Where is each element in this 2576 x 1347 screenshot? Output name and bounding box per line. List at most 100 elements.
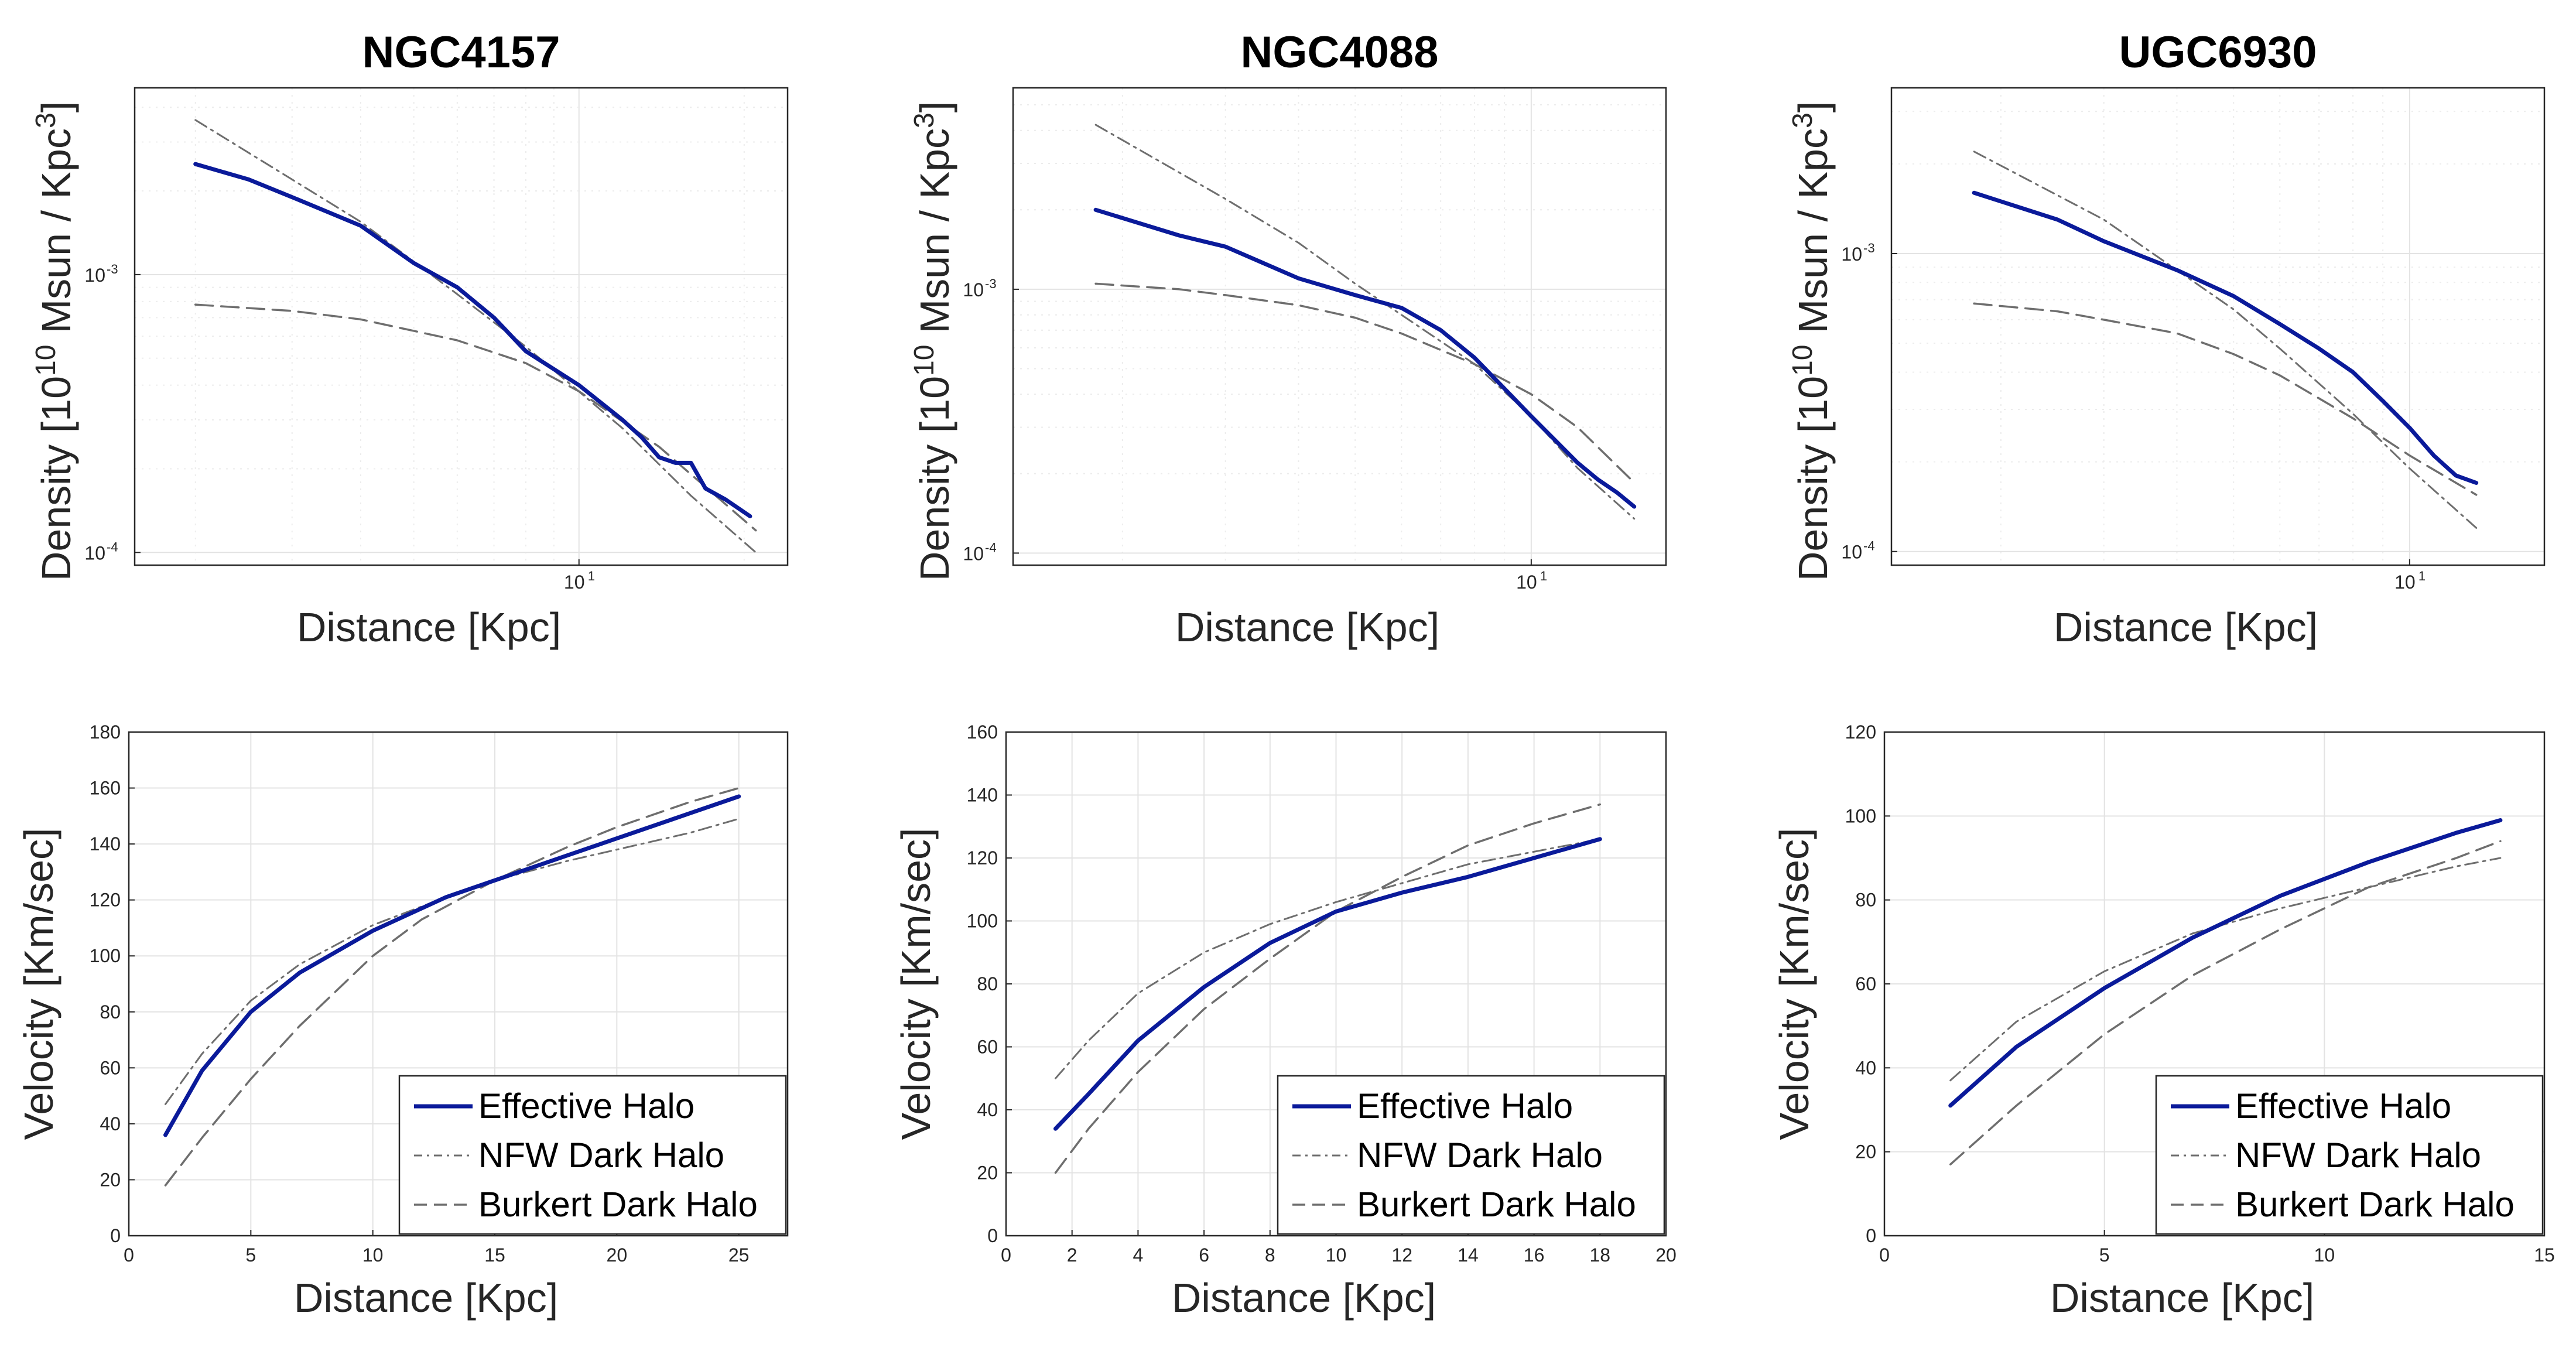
y-tick-label: 10 xyxy=(84,542,105,563)
y-tick-exponent: -4 xyxy=(985,540,997,555)
series-burkert xyxy=(1949,840,2502,1165)
x-tick-label: 14 xyxy=(1458,1245,1479,1266)
legend-box xyxy=(1277,1075,1665,1235)
x-tick-label: 12 xyxy=(1391,1245,1412,1266)
y-tick-label: 0 xyxy=(1866,1225,1876,1246)
y-tick-label: 20 xyxy=(100,1169,121,1190)
chart-title: UGC6930 xyxy=(2119,28,2317,77)
series-effective xyxy=(1053,837,1602,1131)
legend-label-burkert: Burkert Dark Halo xyxy=(1357,1185,1636,1224)
y-tick-label: 100 xyxy=(1845,805,1876,826)
legend: Effective Halo NFW Dark Halo Burkert Dark … xyxy=(398,1075,787,1235)
series-nfw xyxy=(1973,151,2478,529)
axes-box xyxy=(128,731,789,1237)
x-tick-label: 4 xyxy=(1133,1245,1144,1266)
chart-ugc6930-velocity: 0 5 10 15 0 20 40 60 80 100 120 Distance [Kpc] Veloc… xyxy=(1771,722,2555,1321)
x-axis-label: Distance [Kpc] xyxy=(2050,1275,2314,1321)
legend-label-burkert: Burkert Dark Halo xyxy=(478,1185,758,1224)
legend-box xyxy=(398,1075,787,1235)
legend-label-effective: Effective Halo xyxy=(2235,1086,2451,1126)
y-tick-exponent: -3 xyxy=(985,276,997,291)
x-axis-label: Distance [Kpc] xyxy=(2054,604,2318,650)
x-tick-label: 0 xyxy=(1879,1245,1890,1266)
y-tick-label: 10 xyxy=(1841,244,1862,265)
series-nfw xyxy=(194,119,757,553)
y-tick-label: 160 xyxy=(967,722,998,743)
x-tick-label: 20 xyxy=(607,1245,628,1266)
series-nfw xyxy=(165,818,740,1105)
x-axis-label: Distance [Kpc] xyxy=(1172,1275,1436,1321)
x-tick-label: 10 xyxy=(2314,1245,2335,1266)
x-tick-label: 8 xyxy=(1265,1245,1275,1266)
y-tick-label: 100 xyxy=(967,911,998,932)
axes-box xyxy=(1012,87,1667,566)
series-nfw xyxy=(1949,857,2502,1082)
legend-box xyxy=(2155,1075,2544,1235)
y-tick-label: 0 xyxy=(987,1225,998,1246)
x-tick-label: 20 xyxy=(1655,1245,1677,1266)
x-tick-exponent: 1 xyxy=(1540,569,1547,583)
y-tick-label: 40 xyxy=(1855,1057,1876,1078)
x-tick-label: 15 xyxy=(484,1245,505,1266)
y-tick-label: 180 xyxy=(90,722,121,743)
x-tick-exponent: 1 xyxy=(2418,569,2426,583)
y-tick-label: 80 xyxy=(100,1001,121,1023)
x-tick-label: 10 xyxy=(564,572,585,593)
legend-label-burkert: Burkert Dark Halo xyxy=(2235,1185,2515,1224)
y-tick-label: 20 xyxy=(977,1163,998,1184)
y-axis-label: Velocity [Km/sec] xyxy=(893,828,939,1140)
y-tick-label: 20 xyxy=(1855,1141,1876,1163)
legend-label-effective: Effective Halo xyxy=(478,1086,695,1126)
legend-label-nfw: NFW Dark Halo xyxy=(478,1136,724,1175)
chart-title: NGC4088 xyxy=(1241,28,1439,77)
y-axis-label: Velocity [Km/sec] xyxy=(1771,828,1817,1140)
y-tick-label: 120 xyxy=(90,890,121,911)
x-tick-label: 18 xyxy=(1590,1245,1611,1266)
x-tick-label: 10 xyxy=(1516,572,1537,593)
axes-box xyxy=(1890,87,2546,566)
x-tick-label: 25 xyxy=(728,1245,750,1266)
series-effective xyxy=(193,162,752,518)
y-axis-label: Density [1010 Msun / Kpc3] xyxy=(909,101,958,581)
y-tick-label: 60 xyxy=(1855,973,1876,994)
x-axis-label: Distance [Kpc] xyxy=(294,1275,558,1321)
legend: Effective Halo NFW Dark Halo Burkert Dark … xyxy=(2155,1075,2544,1235)
x-tick-label: 0 xyxy=(124,1245,134,1266)
x-tick-label: 6 xyxy=(1199,1245,1209,1266)
y-tick-label: 140 xyxy=(967,785,998,806)
x-axis-label: Distance [Kpc] xyxy=(1175,604,1439,650)
series-burkert xyxy=(164,787,740,1187)
axes-box xyxy=(134,87,789,566)
x-tick-label: 10 xyxy=(1326,1245,1347,1266)
legend-label-effective: Effective Halo xyxy=(1357,1086,1573,1126)
y-tick-label: 40 xyxy=(100,1113,121,1134)
y-tick-exponent: -3 xyxy=(107,262,118,276)
series-burkert xyxy=(1054,803,1602,1174)
x-tick-exponent: 1 xyxy=(588,569,595,583)
series-effective xyxy=(1948,818,2503,1108)
y-tick-label: 160 xyxy=(90,778,121,799)
chart-ngc4088-velocity: 0 2 4 6 8 10 12 14 16 18 20 0 20 40 60 80 100 120 140 160 Di… xyxy=(893,722,1677,1321)
y-tick-label: 10 xyxy=(963,543,984,564)
series-effective xyxy=(1093,207,1637,509)
legend-label-nfw: NFW Dark Halo xyxy=(1357,1136,1603,1175)
y-tick-label: 80 xyxy=(1855,890,1876,911)
legend: Effective Halo NFW Dark Halo Burkert Dark … xyxy=(1277,1075,1665,1235)
x-axis-label: Distance [Kpc] xyxy=(297,604,561,650)
series-nfw xyxy=(1094,124,1636,520)
series-effective xyxy=(163,794,741,1137)
y-tick-label: 120 xyxy=(1845,722,1876,743)
y-tick-label: 10 xyxy=(963,279,984,300)
y-tick-label: 140 xyxy=(90,833,121,854)
y-tick-label: 0 xyxy=(110,1225,121,1246)
y-tick-label: 60 xyxy=(977,1037,998,1058)
y-tick-label: 100 xyxy=(90,945,121,966)
series-effective xyxy=(1972,190,2479,485)
x-tick-label: 10 xyxy=(2394,572,2416,593)
series-burkert xyxy=(1094,282,1636,484)
x-tick-label: 15 xyxy=(2534,1245,2555,1266)
